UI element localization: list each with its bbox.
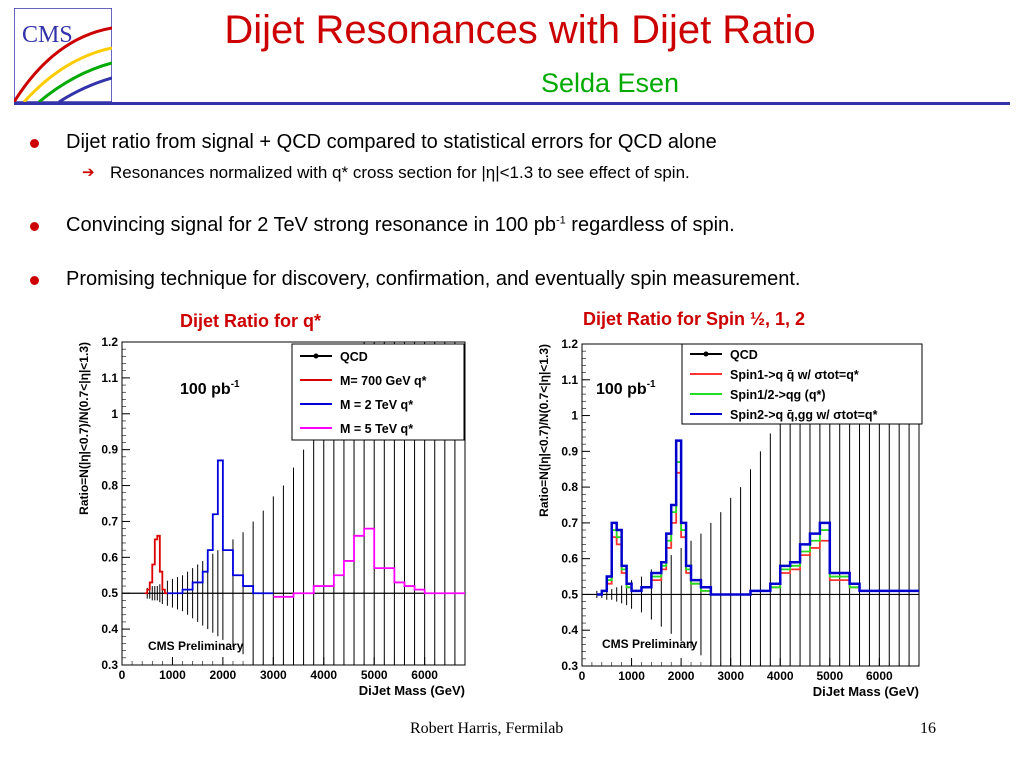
legend-box (681, 343, 923, 425)
plot-right-title: Dijet Ratio for Spin ½, 1, 2 (583, 309, 806, 329)
y-tick-label: 0.6 (101, 550, 118, 564)
slide-title: Dijet Resonances with Dijet Ratio (224, 8, 816, 52)
bullet-dot (30, 139, 39, 148)
bullet-2-text: Convincing signal for 2 TeV strong reson… (66, 214, 735, 237)
y-tick-label: 0.4 (561, 623, 578, 637)
plot-left-title: Dijet Ratio for q* (180, 311, 322, 331)
dijet-ratio-spin-plot: 0.3 0.4 0.5 0.6 0.7 0.8 0.9 1 1.1 1.2 0 1000 2000 300… (537, 337, 923, 699)
y-tick-label: 1 (111, 407, 118, 421)
x-tick-label: 5000 (816, 669, 843, 683)
y-axis-label: Ratio=N(|η|<0.7)/N(0.7<|η|<1.3) (77, 342, 91, 515)
x-tick-label: 6000 (866, 669, 893, 683)
sub-bullet-1-text: Resonances normalized with q* cross sect… (110, 163, 690, 182)
legend-label: M= 700 GeV q* (340, 374, 427, 388)
page-number: 16 (920, 720, 936, 737)
y-tick-label: 0.4 (101, 622, 118, 636)
arrow-icon: ➔ (82, 164, 95, 181)
x-tick-label: 5000 (361, 668, 388, 682)
luminosity-annotation-sup: -1 (231, 379, 240, 390)
y-tick-label: 1.2 (101, 335, 118, 349)
x-axis-label: DiJet Mass (GeV) (359, 683, 465, 698)
x-tick-label: 2000 (210, 668, 237, 682)
legend-label: M = 5 TeV q* (340, 422, 413, 436)
bullet-3-text: Promising technique for discovery, confi… (66, 268, 801, 290)
y-tick-label: 0.5 (101, 586, 118, 600)
legend-label: Spin1->q q̄ w/ σtot=q* (730, 368, 859, 382)
bullet-2-text-before: Convincing signal for 2 TeV strong reson… (66, 214, 556, 236)
bullet-2-text-after: regardless of spin. (565, 214, 735, 236)
cms-logo: CMS (14, 8, 112, 102)
legend-label: Spin2->q q̄,gg w/ σtot=q* (730, 408, 878, 422)
luminosity-annotation: 100 pb-1 (596, 379, 656, 398)
legend-box (291, 343, 465, 441)
slide-subtitle: Selda Esen (540, 68, 680, 98)
y-tick-label: 0.6 (561, 552, 578, 566)
y-tick-label: 1.1 (101, 371, 118, 385)
x-tick-label: 3000 (717, 669, 744, 683)
bullet-2-sup: -1 (555, 214, 566, 227)
y-tick-label: 0.3 (101, 658, 118, 672)
y-tick-label: 0.8 (101, 479, 118, 493)
legend-label: QCD (730, 348, 758, 362)
y-tick-label: 0.9 (561, 444, 578, 458)
y-tick-label: 0.7 (561, 516, 578, 530)
x-tick-label: 1000 (618, 669, 645, 683)
legend-label: M = 2 TeV q* (340, 398, 413, 412)
y-axis-label: Ratio=N(|η|<0.7)/N(0.7<|η|<1.3) (537, 344, 551, 517)
luminosity-annotation-sup: -1 (647, 379, 656, 390)
legend-label: QCD (340, 350, 368, 364)
y-tick-label: 1.1 (561, 373, 578, 387)
x-axis-label: DiJet Mass (GeV) (813, 684, 919, 699)
series-line (273, 527, 465, 598)
cms-preliminary-label: CMS Preliminary (148, 639, 244, 653)
dijet-ratio-qstar-plot: 0.3 0.4 0.5 0.6 0.7 0.8 0.9 1 1.1 1.2 0 1000 2000 300… (77, 335, 466, 698)
y-tick-label: 0.3 (561, 659, 578, 673)
y-tick-label: 0.5 (561, 587, 578, 601)
luminosity-annotation: 100 pb-1 (180, 379, 240, 398)
legend-marker (313, 353, 319, 359)
x-tick-label: 2000 (668, 669, 695, 683)
y-tick-label: 0.7 (101, 514, 118, 528)
bullet-1-text: Dijet ratio from signal + QCD compared t… (66, 131, 717, 153)
y-tick-label: 0.8 (561, 480, 578, 494)
y-tick-label: 0.9 (101, 443, 118, 457)
x-tick-label: 1000 (159, 668, 186, 682)
logo-text: CMS (22, 22, 73, 48)
legend-marker (703, 351, 709, 357)
x-tick-label: 6000 (411, 668, 438, 682)
x-tick-label: 4000 (767, 669, 794, 683)
x-tick-label: 4000 (310, 668, 337, 682)
footer-author: Robert Harris, Fermilab (410, 720, 564, 737)
x-tick-label: 3000 (260, 668, 287, 682)
series-line (167, 459, 274, 595)
y-tick-label: 1 (571, 409, 578, 423)
x-tick-label: 0 (579, 669, 586, 683)
bullet-dot (30, 222, 39, 231)
bullet-dot (30, 276, 39, 285)
legend-label: Spin1/2->qg (q*) (730, 388, 826, 402)
cms-preliminary-label: CMS Preliminary (602, 637, 698, 651)
x-tick-label: 0 (119, 668, 126, 682)
series-line (144, 534, 168, 595)
y-tick-label: 1.2 (561, 337, 578, 351)
title-rule (14, 102, 1010, 105)
series-line (596, 439, 919, 596)
